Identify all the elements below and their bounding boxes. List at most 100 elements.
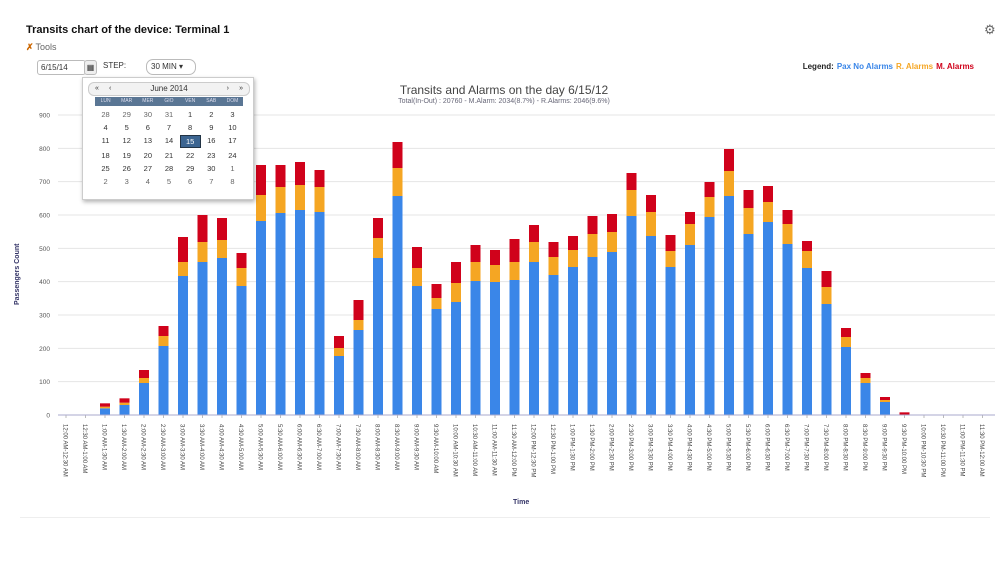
calendar-day[interactable]: 28 [164, 164, 174, 173]
bar-m-alarm [782, 210, 793, 224]
legend: Legend: Pax No Alarms R. Alarms M. Alarms [800, 62, 974, 71]
calendar-day[interactable]: 3 [230, 110, 235, 119]
bar-r-alarm [100, 406, 110, 409]
calendar-day[interactable]: 7 [166, 123, 172, 132]
bar-r-alarm [217, 240, 227, 258]
calendar-day[interactable]: 21 [164, 151, 174, 160]
bar-m-alarm [860, 373, 871, 378]
calendar-day[interactable]: 8 [230, 177, 235, 186]
bar-m-alarm [646, 195, 656, 212]
x-tick-label: 5:30 AM-6:00 AM [276, 424, 282, 470]
x-tick-label: 4:00 PM-4:30 PM [686, 424, 692, 471]
calendar-day[interactable]: 28 [101, 110, 110, 119]
x-tick-label: 11:00 AM-11:30 AM [491, 424, 497, 476]
calendar-day[interactable]: 2 [103, 177, 108, 186]
x-tick-label: 12:30 PM-1:00 PM [549, 424, 555, 474]
calendar-day[interactable]: 29 [185, 164, 195, 173]
calendar-day[interactable]: 25 [101, 164, 110, 173]
calendar-day[interactable]: 29 [122, 110, 131, 119]
calendar-day[interactable]: 14 [164, 136, 174, 145]
bar-pax [529, 262, 539, 415]
y-tick-label: 500 [39, 246, 50, 253]
bar-pax [685, 245, 695, 415]
calendar-day[interactable]: 3 [124, 177, 129, 186]
calendar-day[interactable]: 13 [143, 136, 153, 145]
gear-icon[interactable]: ⚙ [984, 22, 996, 37]
calendar-day[interactable]: 16 [207, 136, 216, 145]
calendar-day[interactable]: 17 [228, 136, 237, 145]
bar-r-alarm [197, 242, 208, 262]
bar-pax [665, 267, 676, 415]
x-tick-label: 10:00 AM-10:30 AM [452, 424, 458, 477]
bar-r-alarm [490, 265, 500, 282]
calendar-day[interactable]: 15 [179, 135, 201, 148]
bar-pax [626, 216, 637, 415]
bar-r-alarm [548, 257, 559, 275]
calendar-day[interactable]: 31 [164, 110, 174, 119]
calendar-day[interactable]: 8 [188, 123, 193, 132]
step-select[interactable]: 30 MIN ▾ [146, 59, 196, 75]
bar-r-alarm [743, 208, 754, 234]
bar-m-alarm [470, 245, 481, 262]
bar-pax [880, 402, 890, 415]
bar-r-alarm [880, 400, 890, 402]
calendar-day[interactable]: 30 [143, 110, 153, 119]
calendar-day[interactable]: 22 [185, 151, 195, 160]
calendar-day[interactable]: 1 [188, 110, 193, 119]
bar-pax [217, 258, 227, 415]
bar-m-alarm [197, 215, 208, 242]
x-tick-label: 10:00 PM-10:30 PM [920, 424, 926, 477]
x-tick-label: 6:00 PM-6:30 PM [764, 424, 770, 471]
next-year-button[interactable]: » [239, 85, 243, 92]
bar-pax [451, 302, 461, 415]
calendar-day[interactable]: 30 [207, 164, 216, 173]
calendar-day[interactable]: 12 [122, 136, 131, 145]
calendar-day[interactable]: 2 [209, 110, 214, 119]
calendar-day[interactable]: 20 [143, 151, 153, 160]
prev-year-button[interactable]: « [95, 85, 99, 92]
calendar-day[interactable]: 24 [228, 151, 237, 160]
bar-r-alarm [509, 262, 520, 280]
bar-pax [548, 275, 559, 415]
x-tick-label: 2:00 AM-2:30 AM [140, 424, 146, 470]
bar-r-alarm [295, 185, 305, 210]
x-tick-label: 2:30 AM-3:00 AM [159, 424, 165, 470]
x-tick-label: 4:00 AM-4:30 AM [218, 424, 224, 470]
calendar-day[interactable]: 6 [188, 177, 193, 186]
calendar-day[interactable]: 6 [145, 123, 150, 132]
calendar-day[interactable]: 19 [122, 151, 131, 160]
legend-item-pax: Pax No Alarms [836, 62, 893, 71]
x-tick-label: 6:30 AM-7:00 AM [315, 424, 321, 470]
next-month-button[interactable]: › [226, 85, 229, 92]
chevron-down-icon: ▾ [179, 62, 184, 71]
calendar-button[interactable]: ▦ [84, 60, 97, 75]
calendar-day[interactable]: 27 [143, 164, 153, 173]
bar-m-alarm [256, 165, 266, 195]
bar-r-alarm [724, 171, 734, 196]
bar-r-alarm [860, 378, 871, 383]
bar-m-alarm [763, 186, 773, 202]
calendar-day[interactable]: 9 [209, 123, 214, 132]
calendar-day[interactable]: 18 [101, 151, 110, 160]
calendar-day[interactable]: 5 [166, 177, 172, 186]
calendar-day[interactable]: 10 [228, 123, 237, 132]
calendar-day[interactable]: 7 [209, 177, 214, 186]
prev-month-button[interactable]: ‹ [109, 85, 112, 92]
bar-pax [139, 383, 149, 415]
bar-pax [256, 221, 266, 415]
calendar-day[interactable]: 23 [207, 151, 216, 160]
bar-pax [743, 234, 754, 415]
calendar-day[interactable]: 4 [145, 177, 150, 186]
calendar-day[interactable]: 11 [101, 136, 110, 145]
calendar-day[interactable]: 5 [124, 123, 129, 132]
bar-pax [197, 262, 208, 415]
calendar-day[interactable]: 4 [103, 123, 108, 132]
bar-m-alarm [607, 214, 617, 232]
bar-r-alarm [139, 378, 149, 383]
y-tick-label: 700 [39, 179, 50, 186]
bar-r-alarm [256, 195, 266, 221]
calendar-day[interactable]: 1 [230, 164, 235, 173]
legend-item-r-alarms: R. Alarms [896, 62, 934, 71]
calendar-day[interactable]: 26 [122, 164, 131, 173]
tools-menu[interactable]: ✗ Tools [26, 42, 57, 53]
